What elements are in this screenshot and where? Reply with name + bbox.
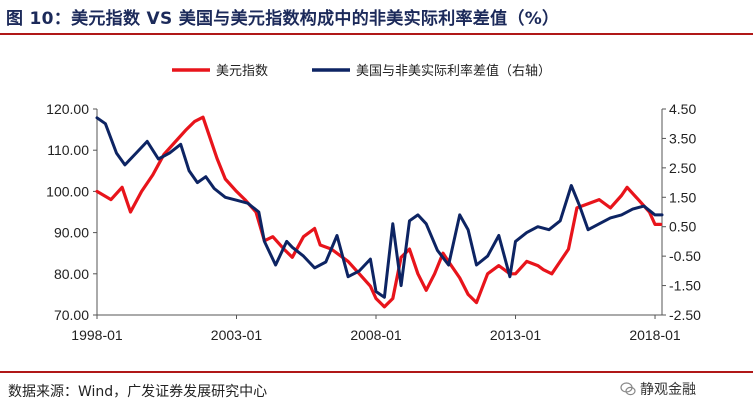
x-axis-tick-label: 2013-01 [490, 327, 542, 343]
right-axis-tick-label: 3.50 [669, 130, 696, 146]
data-source: 数据来源：Wind，广发证券发展研究中心 [8, 381, 267, 401]
figure-title: 图 10：美元指数 VS 美国与美元指数构成中的非美实际利率差值（%） [6, 4, 559, 29]
right-axis-tick-label: -1.50 [669, 278, 701, 294]
legend-label-us-dollar-index: 美元指数 [216, 63, 268, 78]
right-axis-tick-label: -0.50 [669, 248, 701, 264]
dual-axis-line-chart: 美元指数 美国与非美实际利率差值（右轴） 70.00 80.00 90.00 100.… [0, 36, 753, 376]
x-axis-tick-label: 2018-01 [629, 327, 681, 343]
bottom-rule [0, 371, 753, 373]
left-axis-tick-label: 70.00 [54, 307, 89, 323]
left-axis-tick-label: 90.00 [54, 225, 89, 241]
right-axis-tick-label: 0.50 [669, 219, 696, 235]
left-axis-tick-label: 110.00 [47, 142, 89, 158]
left-axis-tick-label: 120.00 [46, 101, 89, 117]
right-axis-tick-label: 1.50 [669, 189, 696, 205]
right-axis-tick-label: -2.50 [669, 307, 701, 323]
legend: 美元指数 美国与非美实际利率差值（右轴） [172, 63, 551, 78]
wechat-icon [620, 381, 636, 397]
watermark: 静观金融 [620, 379, 696, 399]
left-axis-tick-label: 100.00 [46, 183, 89, 199]
watermark-text: 静观金融 [640, 379, 696, 399]
right-axis-tick-label: 4.50 [669, 101, 696, 117]
legend-label-rate-spread: 美国与非美实际利率差值（右轴） [356, 63, 551, 78]
left-axis-tick-label: 80.00 [54, 266, 89, 282]
right-axis-tick-label: 2.50 [669, 160, 696, 176]
x-axis-tick-label: 2003-01 [211, 327, 263, 343]
x-axis-tick-label: 1998-01 [71, 327, 123, 343]
series-lines [97, 117, 662, 307]
x-axis-tick-label: 2008-01 [350, 327, 402, 343]
top-rule [0, 33, 753, 35]
